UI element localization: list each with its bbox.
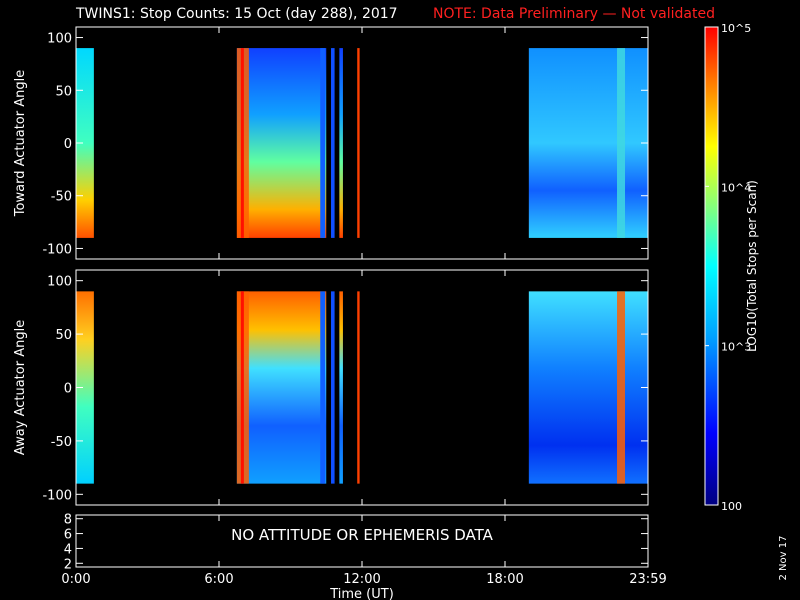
heatmap-block [357,48,360,238]
y-axis-label: Toward Actuator Angle [13,70,28,217]
y-axis-label: Away Actuator Angle [13,320,28,455]
y-tick-label: 0 [64,382,72,397]
y-tick-label: -50 [51,435,72,450]
preliminary-note: NOTE: Data Preliminary — Not validated [433,6,715,22]
heatmap-stripe [320,48,326,238]
heatmap-block [528,48,648,238]
heatmap-block [331,291,335,484]
y-tick-label: -100 [42,488,72,503]
colorbar-tick-label: 10^3 [721,341,751,354]
x-tick-label: 23:59 [629,572,666,587]
y-tick-label: 100 [47,32,72,47]
colorbar-tick-label: 10^5 [721,22,751,35]
colorbar-tick-label: 100 [721,500,742,513]
y-tick-label: -50 [51,190,72,205]
date-stamp: 2 Nov 17 [778,536,789,581]
y-tick-label: 50 [55,84,72,99]
colorbar-label: LOG10(Total Stops per Scan) [745,180,759,352]
axes-layer: 100 50 0 -50 -100 Toward Actuator Angle 100 50 0… [13,22,789,600]
x-tick-label: 12:00 [343,572,380,587]
x-tick-label: 18:00 [486,572,523,587]
heatmap-block [339,48,343,238]
heatmap-block [528,291,648,484]
heatmap-block [76,291,94,484]
x-tick-label: 0:00 [61,572,90,587]
y-tick-label: 100 [47,275,72,290]
heatmap-stripe [617,291,626,484]
colorbar [704,26,719,506]
y-tick-label: 0 [64,137,72,152]
x-tick-label: 6:00 [204,572,233,587]
chart-title: TWINS1: Stop Counts: 15 Oct (day 288), 2… [76,6,398,22]
y-tick-label: -100 [42,242,72,257]
title-bar: TWINS1: Stop Counts: 15 Oct (day 288), 2… [0,6,800,26]
y-tick-label: 6 [64,528,72,543]
heatmap-block [331,48,335,238]
y-tick-label: 50 [55,328,72,343]
colorbar-tick-label: 10^4 [721,181,751,194]
heatmap-block [236,291,327,484]
x-axis-label: Time (UT) [329,587,394,600]
heatmap-block [339,291,343,484]
data-layer [76,48,648,484]
heatmap-block [357,291,360,484]
heatmap-stripe [320,291,326,484]
y-tick-label: 4 [64,542,72,557]
heatmap-block [236,48,327,238]
y-tick-label: 8 [64,513,72,528]
heatmap-block [76,48,94,238]
heatmap-stripe [617,48,626,238]
heatmap-stripe [240,291,244,484]
no-data-message: NO ATTITUDE OR EPHEMERIS DATA [231,526,494,544]
heatmap-stripe [240,48,244,238]
y-tick-label: 2 [64,557,72,572]
